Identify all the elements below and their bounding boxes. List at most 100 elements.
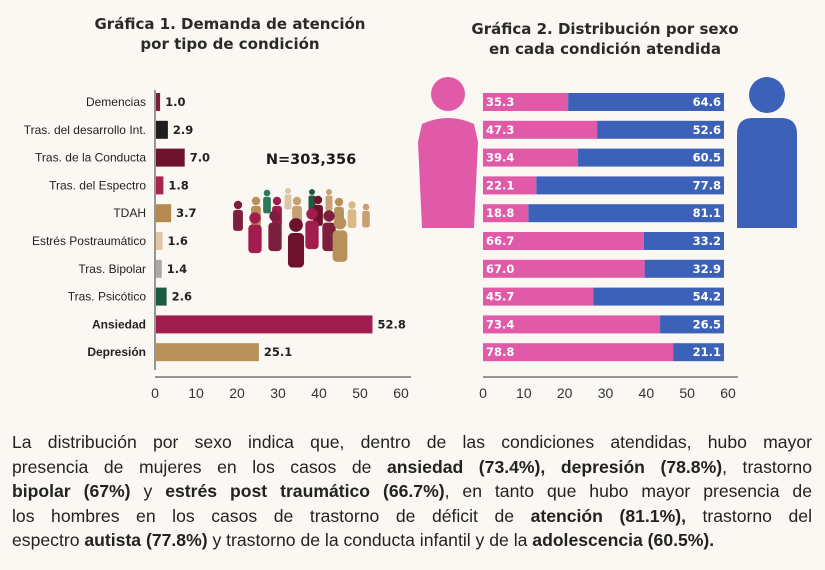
crowd-person-body: [322, 222, 336, 252]
chart2-male-bar: [660, 315, 724, 334]
crowd-person: [332, 216, 348, 262]
crowd-person-body: [325, 195, 333, 211]
chart1-bar: [156, 93, 161, 111]
chart1-value-label: 2.9: [173, 123, 193, 137]
crowd-person: [325, 189, 333, 211]
chart1-bar: [156, 315, 373, 334]
crowd-person: [233, 200, 243, 231]
chart1-category-label: Ansiedad: [92, 317, 146, 331]
crowd-person-body: [268, 222, 282, 252]
chart1-bar: [156, 232, 163, 250]
chart1-category-label: TDAH: [113, 206, 146, 220]
chart2-female-value-label: 73.4: [486, 317, 514, 331]
chart1-value-label: 3.7: [176, 206, 196, 220]
chart2-female-value-label: 35.3: [486, 95, 514, 109]
chart1-category-label: Tras. de la Conducta: [35, 151, 146, 165]
chart2-male-value-label: 26.5: [693, 317, 721, 331]
summary-line-2: presencia de mujeres en los casos de ans…: [12, 456, 812, 477]
chart1-value-label: 1.6: [168, 234, 188, 248]
chart1-bar: [156, 343, 259, 362]
chart2-male-bar: [673, 343, 724, 362]
chart1-category-label: Estrés Postraumático: [32, 234, 146, 248]
crowd-person-body: [305, 220, 319, 250]
chart2-male-bar: [593, 287, 724, 306]
summary-paragraph: La distribución por sexo indica que, den…: [12, 430, 812, 553]
crowd-person-head: [333, 216, 347, 230]
chart2-male-value-label: 52.6: [693, 123, 721, 137]
chart2-male-bar: [528, 204, 724, 223]
woman-head: [431, 77, 465, 111]
chart2-female-bar: [483, 148, 579, 167]
chart2-female-value-label: 66.7: [486, 234, 514, 248]
crowd-person: [322, 210, 336, 252]
woman-icon: [418, 77, 478, 228]
chart2-male-value-label: 81.1: [693, 206, 721, 220]
chart2-x-tick-label: 10: [516, 385, 532, 401]
crowd-person-body: [248, 224, 262, 254]
chart1-n-annotation: N=303,356: [266, 152, 356, 168]
crowd-person: [287, 218, 305, 268]
chart2-x-tick-label: 30: [598, 385, 614, 401]
chart1-value-label: 7.0: [190, 151, 210, 165]
man-head: [749, 77, 785, 113]
chart2-x-tick-label: 0: [479, 385, 487, 401]
chart1-x-tick-label: 10: [188, 385, 204, 401]
chart2-female-bar: [483, 93, 569, 111]
crowd-person-head: [251, 196, 261, 206]
chart2-title-line1: Gráfica 2. Distribución por sexo: [471, 20, 739, 38]
chart1-category-label: Demencias: [86, 95, 146, 109]
chart1-x-tick-label: 20: [229, 385, 245, 401]
chart2-female-bar: [483, 287, 594, 306]
chart2-male-value-label: 77.8: [693, 178, 721, 192]
summary-line-3: bipolar (67%) y estrés post traumático (…: [12, 481, 812, 501]
chart1-bars: 0 10 20 30 40 50 60 Demencias 1.0 Tras. del desar…: [24, 90, 411, 401]
chart1-bar: [156, 120, 168, 139]
chart1-value-label: 52.8: [377, 317, 405, 331]
crowd-person-body: [263, 196, 271, 214]
crowd-person-body: [287, 233, 305, 268]
chart2-female-bar: [483, 204, 529, 223]
chart1-x-tick-label: 30: [270, 385, 286, 401]
crowd-person-head: [326, 189, 332, 195]
chart2-female-bar: [483, 176, 537, 195]
chart1-title-line2: por tipo de condición: [140, 35, 320, 53]
chart2-bars: 0 10 20 30 40 50 60 35.3 64.6 47.3 52.6 39.4 60.5 22.…: [479, 93, 738, 401]
crowd-person-head: [348, 201, 356, 209]
chart1-category-label: Tras. Psicótico: [68, 290, 147, 304]
chart2-female-bar: [483, 120, 598, 139]
chart1-value-label: 2.6: [172, 290, 192, 304]
chart2-female-value-label: 22.1: [486, 178, 514, 192]
chart2-title: Gráfica 2. Distribución por sexo en cada…: [455, 19, 755, 59]
crowd-person: [347, 201, 357, 228]
chart1-bar: [156, 204, 172, 223]
crowd-person: [362, 203, 370, 228]
chart2-female-value-label: 45.7: [486, 290, 514, 304]
crowd-person-head: [263, 189, 271, 197]
crowd-person-head: [362, 203, 370, 211]
crowd-person-body: [362, 210, 370, 228]
chart2-female-value-label: 18.8: [486, 206, 514, 220]
crowd-person-head: [313, 195, 323, 205]
chart1-category-label: Tras. del Espectro: [49, 178, 146, 192]
chart1-category-label: Depresión: [87, 345, 146, 359]
crowd-person-head: [285, 188, 291, 194]
chart2-male-value-label: 54.2: [693, 290, 721, 304]
chart2-female-value-label: 39.4: [486, 151, 514, 165]
man-icon: [737, 77, 797, 228]
crowd-person: [248, 212, 262, 254]
chart2-title-line2: en cada condición atendida: [488, 40, 722, 58]
chart2-female-bar: [483, 343, 674, 362]
chart2-male-value-label: 32.9: [693, 262, 721, 276]
chart2-male-bar: [568, 93, 724, 111]
chart1-x-tick-label: 0: [151, 385, 159, 401]
chart2-male-bar: [578, 148, 724, 167]
crowd-person-body: [284, 194, 292, 210]
chart1-bar: [156, 259, 162, 278]
crowd-person-head: [334, 197, 344, 207]
decorative-icons: [233, 77, 797, 268]
chart2-male-value-label: 64.6: [693, 95, 721, 109]
chart2-male-value-label: 21.1: [693, 345, 721, 359]
summary-line-4: los hombres en los casos de trastorno de…: [12, 505, 812, 526]
chart2-female-bar: [483, 259, 645, 278]
crowd-person-body: [347, 209, 357, 228]
